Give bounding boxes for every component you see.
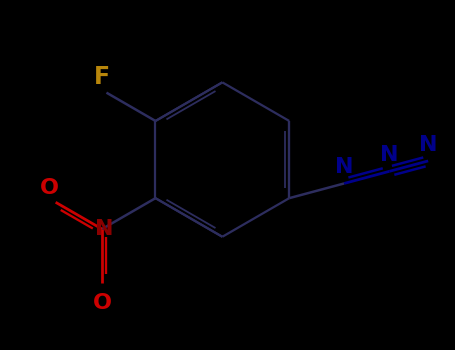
Text: O: O bbox=[40, 178, 59, 198]
Text: F: F bbox=[94, 64, 111, 89]
Text: N: N bbox=[380, 145, 399, 165]
Text: O: O bbox=[92, 293, 111, 313]
Text: N: N bbox=[419, 135, 437, 155]
Text: N: N bbox=[335, 157, 354, 177]
Text: N: N bbox=[95, 219, 113, 239]
